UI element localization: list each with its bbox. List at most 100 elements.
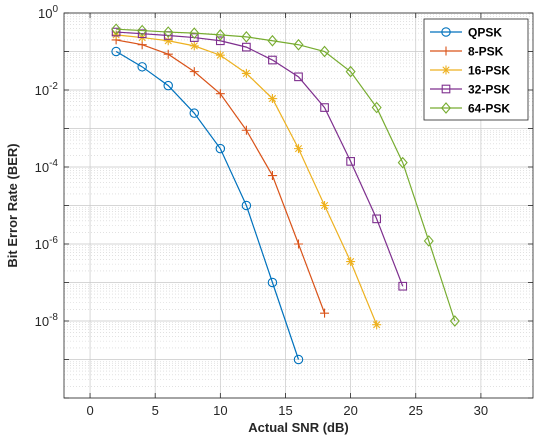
plus-marker-shape (215, 89, 225, 99)
data-point-64-psk (137, 24, 148, 37)
data-point-8-psk (294, 239, 303, 249)
data-point-qpsk (293, 354, 304, 365)
data-point-64-psk (163, 26, 174, 38)
data-point-qpsk (215, 143, 226, 154)
data-point-qpsk (137, 62, 147, 72)
data-point-32-psk (294, 72, 303, 82)
plus-marker-shape (294, 239, 303, 249)
legend-label-64-psk: 64-PSK (468, 102, 510, 116)
data-point-64-psk (449, 315, 460, 327)
data-point-64-psk (423, 235, 434, 247)
circle-marker-shape (189, 108, 200, 118)
diamond-marker-shape (241, 31, 252, 43)
x-tick-label: 20 (343, 403, 357, 418)
diamond-marker-shape (293, 38, 304, 51)
series-16-psk (111, 30, 382, 330)
x-axis-title: Actual SNR (dB) (248, 420, 348, 435)
plus-marker-shape (441, 46, 451, 56)
asterisk-marker-shape (346, 257, 356, 267)
diamond-marker-shape (449, 315, 460, 327)
diamond-marker-shape (440, 102, 452, 114)
data-point-64-psk (345, 65, 356, 78)
data-point-8-psk (241, 125, 251, 135)
y-tick-label: 10-6 (35, 235, 59, 252)
data-point-64-psk (189, 27, 200, 39)
diamond-marker-shape (267, 34, 278, 47)
legend-label-8-psk: 8-PSK (468, 45, 504, 59)
y-tick-label: 10-8 (35, 312, 59, 329)
legend-marker-64-psk (440, 102, 452, 114)
data-point-64-psk (397, 156, 408, 169)
square-marker-shape (346, 157, 355, 166)
data-point-64-psk (241, 31, 252, 43)
legend-marker-32-psk (441, 84, 451, 94)
tick-layer (64, 12, 533, 399)
y-tick-label: 10-4 (35, 158, 59, 175)
data-point-32-psk (111, 27, 121, 37)
data-point-qpsk (267, 277, 278, 288)
data-point-32-psk (372, 214, 382, 224)
circle-marker-shape (267, 277, 278, 288)
diamond-marker-shape (345, 65, 356, 78)
data-point-16-psk (189, 41, 199, 51)
data-point-8-psk (320, 308, 330, 318)
diamond-marker-shape (319, 45, 330, 58)
data-point-64-psk (319, 45, 330, 58)
legend-marker-16-psk (441, 65, 451, 75)
series-32-psk (111, 27, 408, 291)
legend: QPSK 8-PSK 16-PSK 32-PSK 64-PSK (423, 18, 529, 121)
data-point-8-psk (215, 89, 225, 99)
data-point-64-psk (215, 29, 226, 41)
data-point-32-psk (346, 157, 355, 166)
plus-marker-shape (241, 125, 251, 135)
data-point-32-psk (242, 42, 251, 52)
square-marker-shape (111, 27, 121, 37)
square-marker-shape (398, 281, 408, 291)
square-marker-shape (189, 33, 199, 42)
y-tick-label: 100 (38, 4, 58, 21)
x-tick-label: 25 (409, 403, 423, 418)
data-point-qpsk (111, 46, 121, 57)
legend-item-8-psk: 8-PSK (430, 45, 504, 59)
legend-marker-qpsk (441, 27, 451, 37)
tick-labels: 0 5 10 15 20 25 30 100 10-2 10-4 10-6 10-8 (35, 4, 488, 418)
data-point-8-psk (163, 49, 173, 59)
circle-marker-shape (215, 143, 226, 154)
square-marker-shape (242, 42, 251, 52)
data-point-64-psk (293, 38, 304, 51)
data-point-16-psk (294, 144, 303, 154)
data-point-64-psk (111, 23, 122, 36)
circle-marker-shape (137, 62, 147, 72)
data-point-32-psk (189, 33, 199, 42)
series-qpsk (111, 46, 304, 365)
y-axis-title: Bit Error Rate (BER) (5, 143, 20, 267)
data-point-32-psk (137, 29, 147, 39)
series-line-qpsk (115, 50, 300, 360)
square-marker-shape (268, 55, 277, 65)
legend-label-qpsk: QPSK (468, 26, 502, 40)
plus-marker-shape (163, 49, 173, 59)
asterisk-marker-shape (215, 50, 225, 60)
series-64-psk (111, 23, 460, 327)
legend-item-64-psk: 64-PSK (430, 102, 510, 116)
diamond-marker-shape (423, 235, 434, 247)
square-marker-shape (372, 214, 382, 224)
data-point-qpsk (189, 108, 200, 118)
data-point-16-psk (320, 201, 330, 210)
plus-marker-shape (267, 171, 277, 181)
square-marker-shape (441, 84, 451, 94)
data-point-32-psk (398, 281, 408, 291)
data-point-32-psk (215, 36, 225, 46)
legend-label-32-psk: 32-PSK (468, 83, 510, 97)
x-tick-label: 30 (474, 403, 488, 418)
data-point-16-psk (241, 68, 251, 78)
data-point-16-psk (215, 50, 225, 60)
diamond-marker-shape (371, 101, 382, 114)
data-point-64-psk (267, 34, 278, 47)
diamond-marker-shape (215, 29, 226, 41)
asterisk-marker-shape (241, 68, 251, 78)
diamond-marker-shape (163, 26, 174, 38)
x-tick-label: 10 (213, 403, 227, 418)
data-point-8-psk (267, 171, 277, 181)
